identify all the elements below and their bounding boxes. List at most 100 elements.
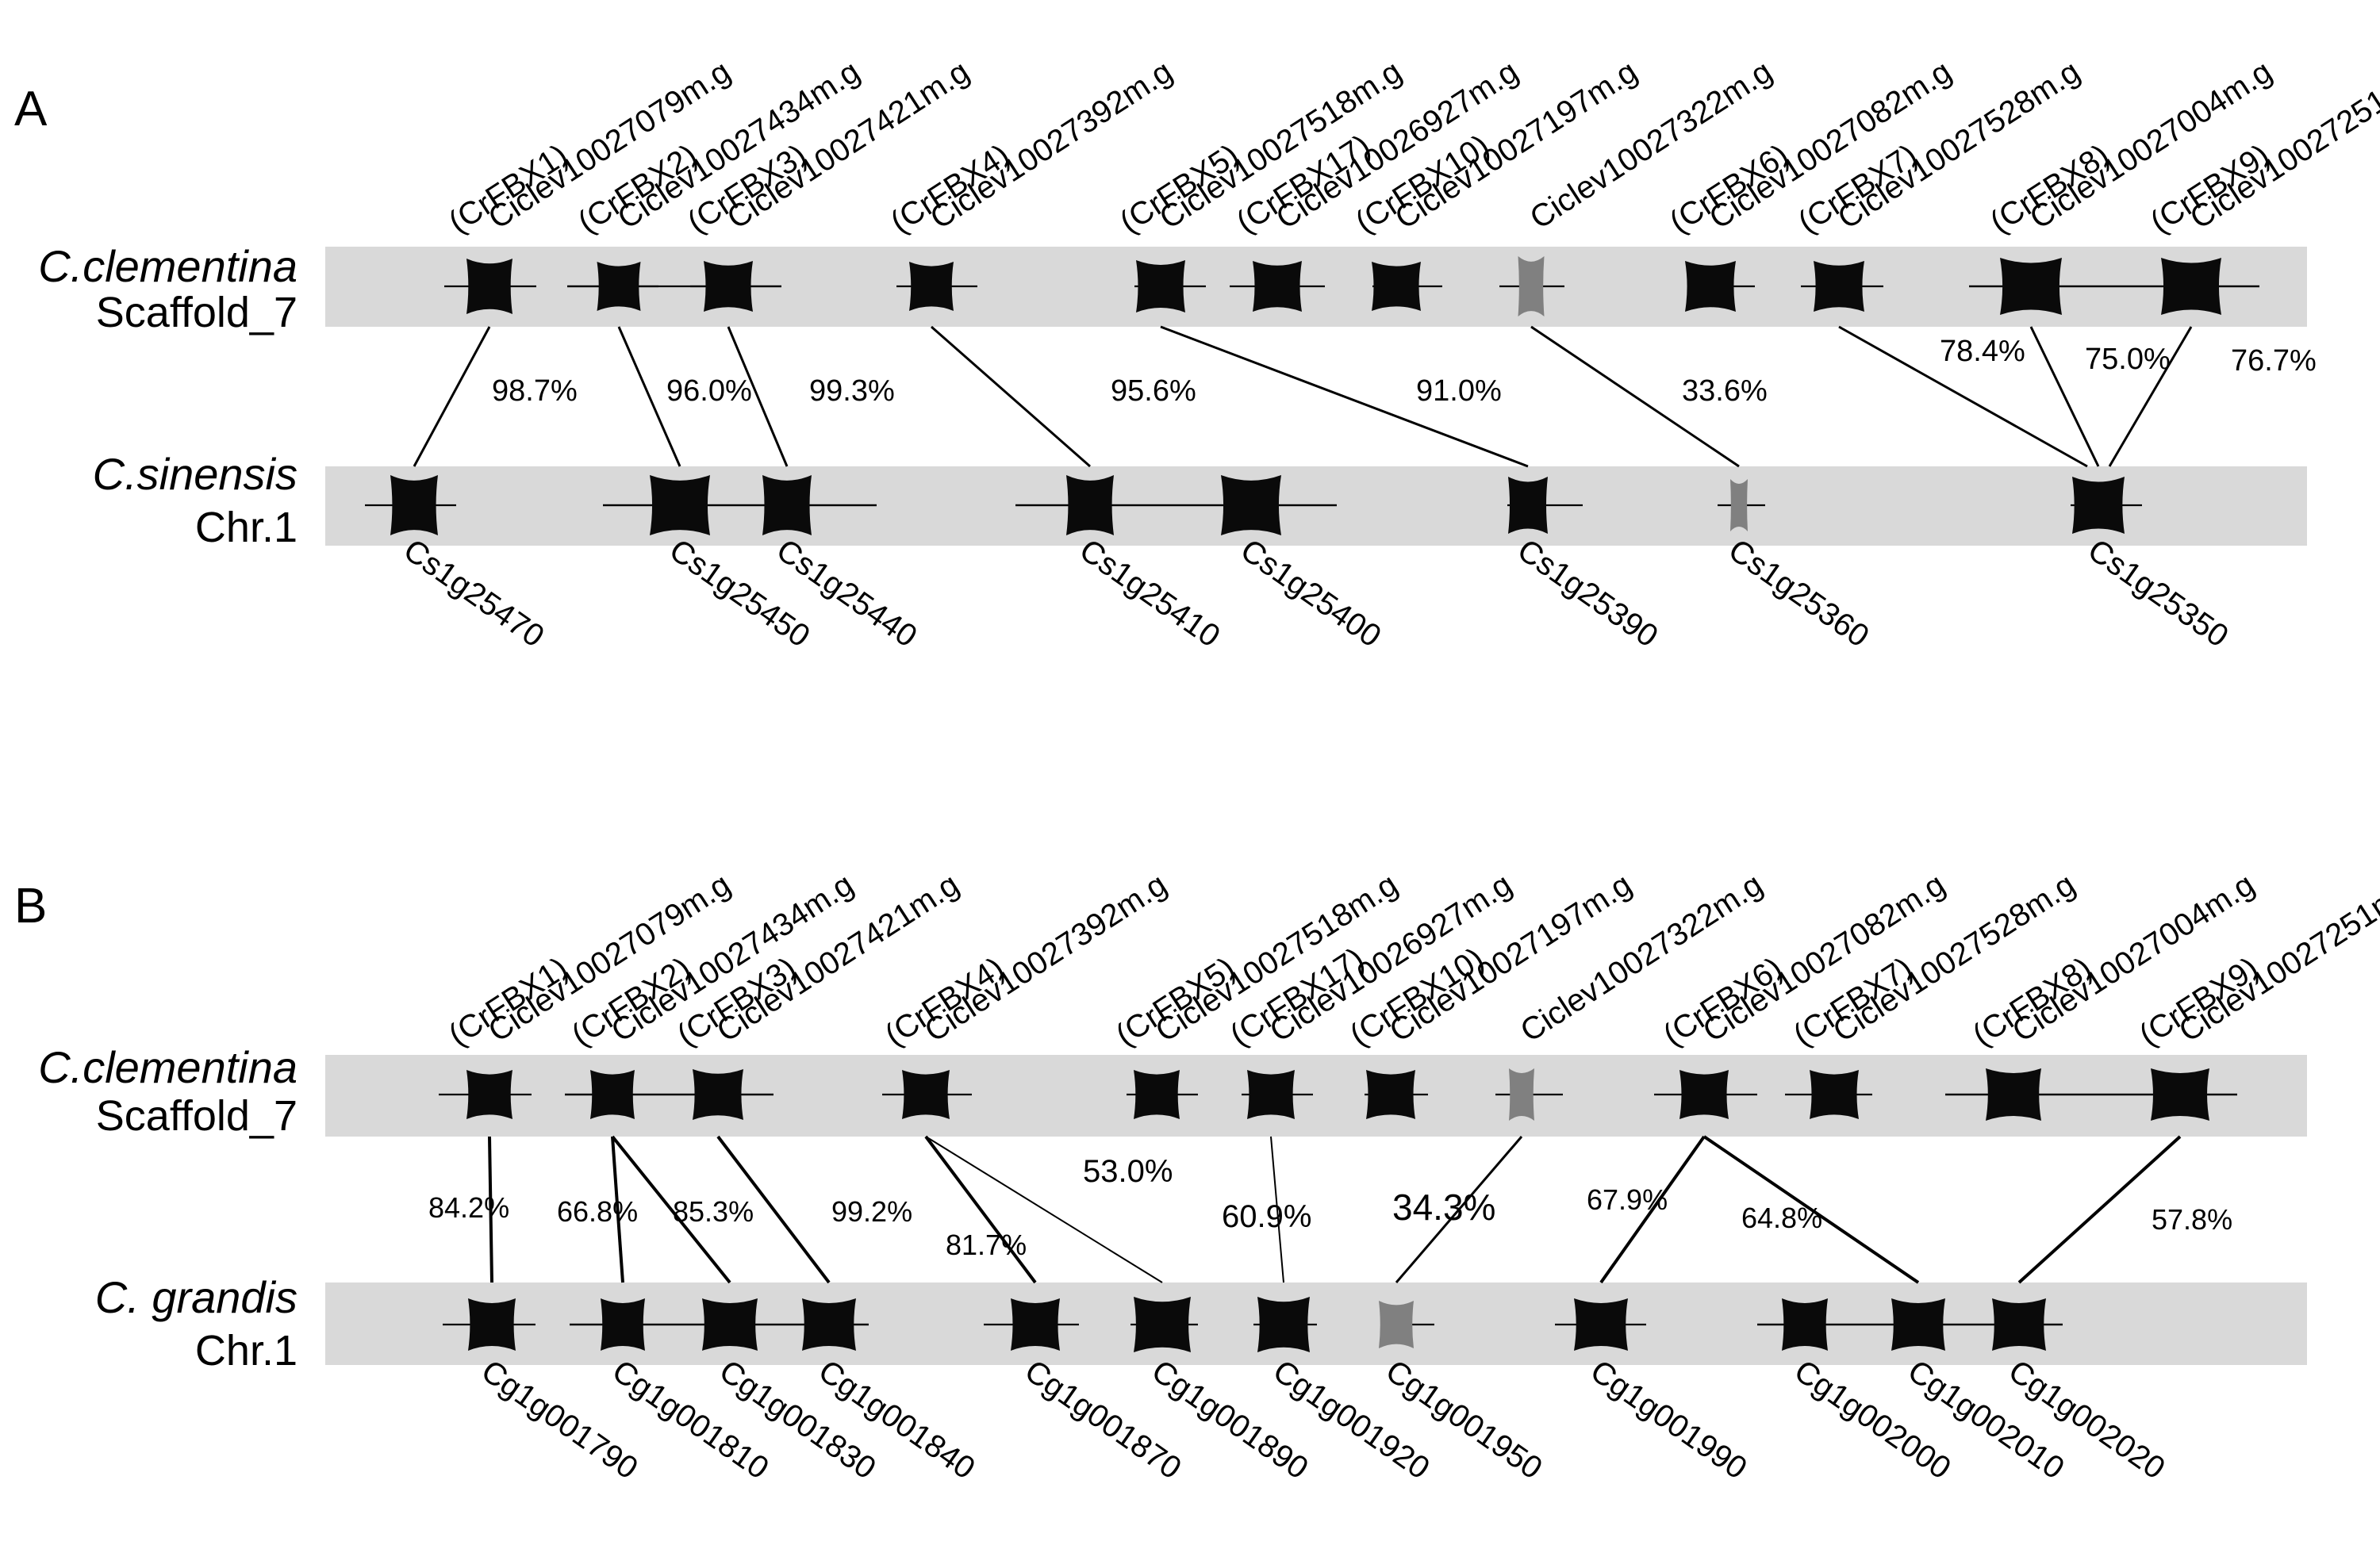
gene-box — [1986, 1068, 2041, 1121]
synteny-link — [611, 1136, 624, 1283]
bottom-chromosome-label: Chr.1 — [195, 504, 298, 551]
gene-box — [902, 1070, 950, 1119]
gene-box — [1066, 475, 1114, 535]
gene-box — [466, 1070, 512, 1119]
bottom-species-label: C. grandis — [95, 1272, 298, 1322]
gene-box — [802, 1298, 856, 1351]
bottom-chromosome-label: Chr.1 — [195, 1327, 298, 1375]
gene-box — [1366, 1070, 1415, 1119]
top-gene-id: Ciclev10027251m.g — [2184, 54, 2380, 236]
synteny-link — [611, 1135, 731, 1284]
gene-box — [601, 1298, 645, 1351]
identity-label: 53.0% — [1083, 1154, 1173, 1189]
gene-box — [1253, 261, 1302, 312]
top-chromosome-label: Scaffold_7 — [96, 289, 298, 336]
synteny-link — [1270, 1136, 1284, 1283]
gene-box — [1782, 1298, 1828, 1351]
highlighted-gene-box — [1518, 256, 1545, 316]
synteny-link — [488, 1136, 493, 1283]
gene-box — [2072, 477, 2125, 534]
identity-label: 76.7% — [2231, 344, 2317, 378]
gene-box — [909, 262, 954, 311]
synteny-link — [1395, 1136, 1523, 1283]
gene-box — [1574, 1298, 1628, 1351]
gene-box — [2151, 1068, 2209, 1121]
gene-box — [1685, 261, 1736, 312]
bottom-gene-id: Cs1g25390 — [1511, 532, 1664, 654]
synteny-link — [931, 325, 1091, 468]
identity-label: 64.8% — [1741, 1202, 1822, 1234]
top-chromosome-label: Scaffold_7 — [96, 1092, 298, 1140]
top-chromosome-band — [325, 1055, 2307, 1137]
highlighted-gene-box — [1379, 1301, 1414, 1348]
synteny-link — [924, 1135, 1037, 1284]
bottom-gene-id: Cs1g25410 — [1073, 532, 1226, 654]
synteny-link — [2108, 326, 2193, 467]
gene-box — [2000, 258, 2062, 315]
synteny-link — [716, 1135, 831, 1284]
gene-box — [466, 259, 512, 314]
identity-label: 96.0% — [666, 374, 752, 408]
identity-label: 60.9% — [1222, 1199, 1311, 1234]
synteny-link — [1702, 1135, 1920, 1284]
top-species-label: C.clementina — [38, 1042, 298, 1092]
gene-box — [1136, 260, 1185, 312]
synteny-link — [925, 1136, 1163, 1283]
synteny-link — [2017, 1135, 2182, 1284]
identity-label: 34.3% — [1392, 1187, 1495, 1228]
bottom-gene-id: Cs1g25470 — [397, 532, 551, 654]
gene-box — [1891, 1298, 1945, 1351]
panel-a: AC.clementinaScaffold_7C.sinensisChr.1(C… — [14, 54, 2380, 654]
gene-box — [1134, 1070, 1180, 1119]
gene-box — [468, 1298, 516, 1351]
identity-label: 95.6% — [1111, 374, 1196, 408]
gene-box — [762, 475, 812, 535]
gene-box — [1372, 262, 1421, 311]
identity-label: 66.8% — [557, 1195, 638, 1228]
highlighted-gene-box — [1730, 479, 1748, 531]
synteny-link — [1599, 1135, 1706, 1284]
synteny-link — [1838, 325, 2088, 468]
bottom-gene-id: Cg1g001990 — [1584, 1353, 1753, 1486]
gene-box — [1134, 1297, 1191, 1352]
gene-box — [2161, 258, 2221, 315]
bottom-species-label: C.sinensis — [93, 449, 298, 499]
synteny-link — [1530, 325, 1740, 468]
identity-label: 81.7% — [946, 1229, 1027, 1261]
synteny-link — [2029, 326, 2100, 467]
gene-box — [650, 475, 710, 535]
gene-box — [590, 1070, 635, 1119]
identity-label: 57.8% — [2152, 1203, 2232, 1236]
gene-box — [1810, 1070, 1859, 1119]
identity-label: 75.0% — [2085, 343, 2171, 376]
gene-box — [1011, 1298, 1060, 1351]
identity-label: 98.7% — [492, 374, 578, 408]
synteny-link — [727, 326, 789, 467]
gene-box — [1508, 477, 1548, 534]
gene-box — [693, 1069, 743, 1120]
gene-box — [1679, 1070, 1729, 1119]
identity-label: 78.4% — [1940, 335, 2025, 368]
gene-box — [702, 1298, 758, 1351]
panel-letter: B — [14, 879, 47, 934]
gene-box — [1992, 1298, 2046, 1351]
identity-label: 85.3% — [673, 1195, 754, 1228]
gene-box — [1814, 261, 1864, 312]
bottom-gene-id: Cs1g25350 — [2082, 532, 2235, 654]
highlighted-gene-box — [1509, 1068, 1534, 1121]
gene-box — [1247, 1070, 1295, 1119]
identity-label: 33.6% — [1682, 374, 1768, 408]
synteny-link — [413, 326, 491, 467]
bottom-gene-id: Cs1g25400 — [1234, 532, 1388, 654]
synteny-link — [617, 326, 681, 467]
synteny-link — [1160, 325, 1529, 468]
gene-box — [390, 475, 438, 535]
identity-label: 91.0% — [1416, 374, 1502, 408]
top-species-label: C.clementina — [38, 241, 298, 291]
identity-label: 99.3% — [809, 374, 895, 408]
gene-box — [1257, 1297, 1310, 1352]
identity-label: 99.2% — [831, 1195, 912, 1228]
identity-label: 67.9% — [1587, 1183, 1668, 1216]
